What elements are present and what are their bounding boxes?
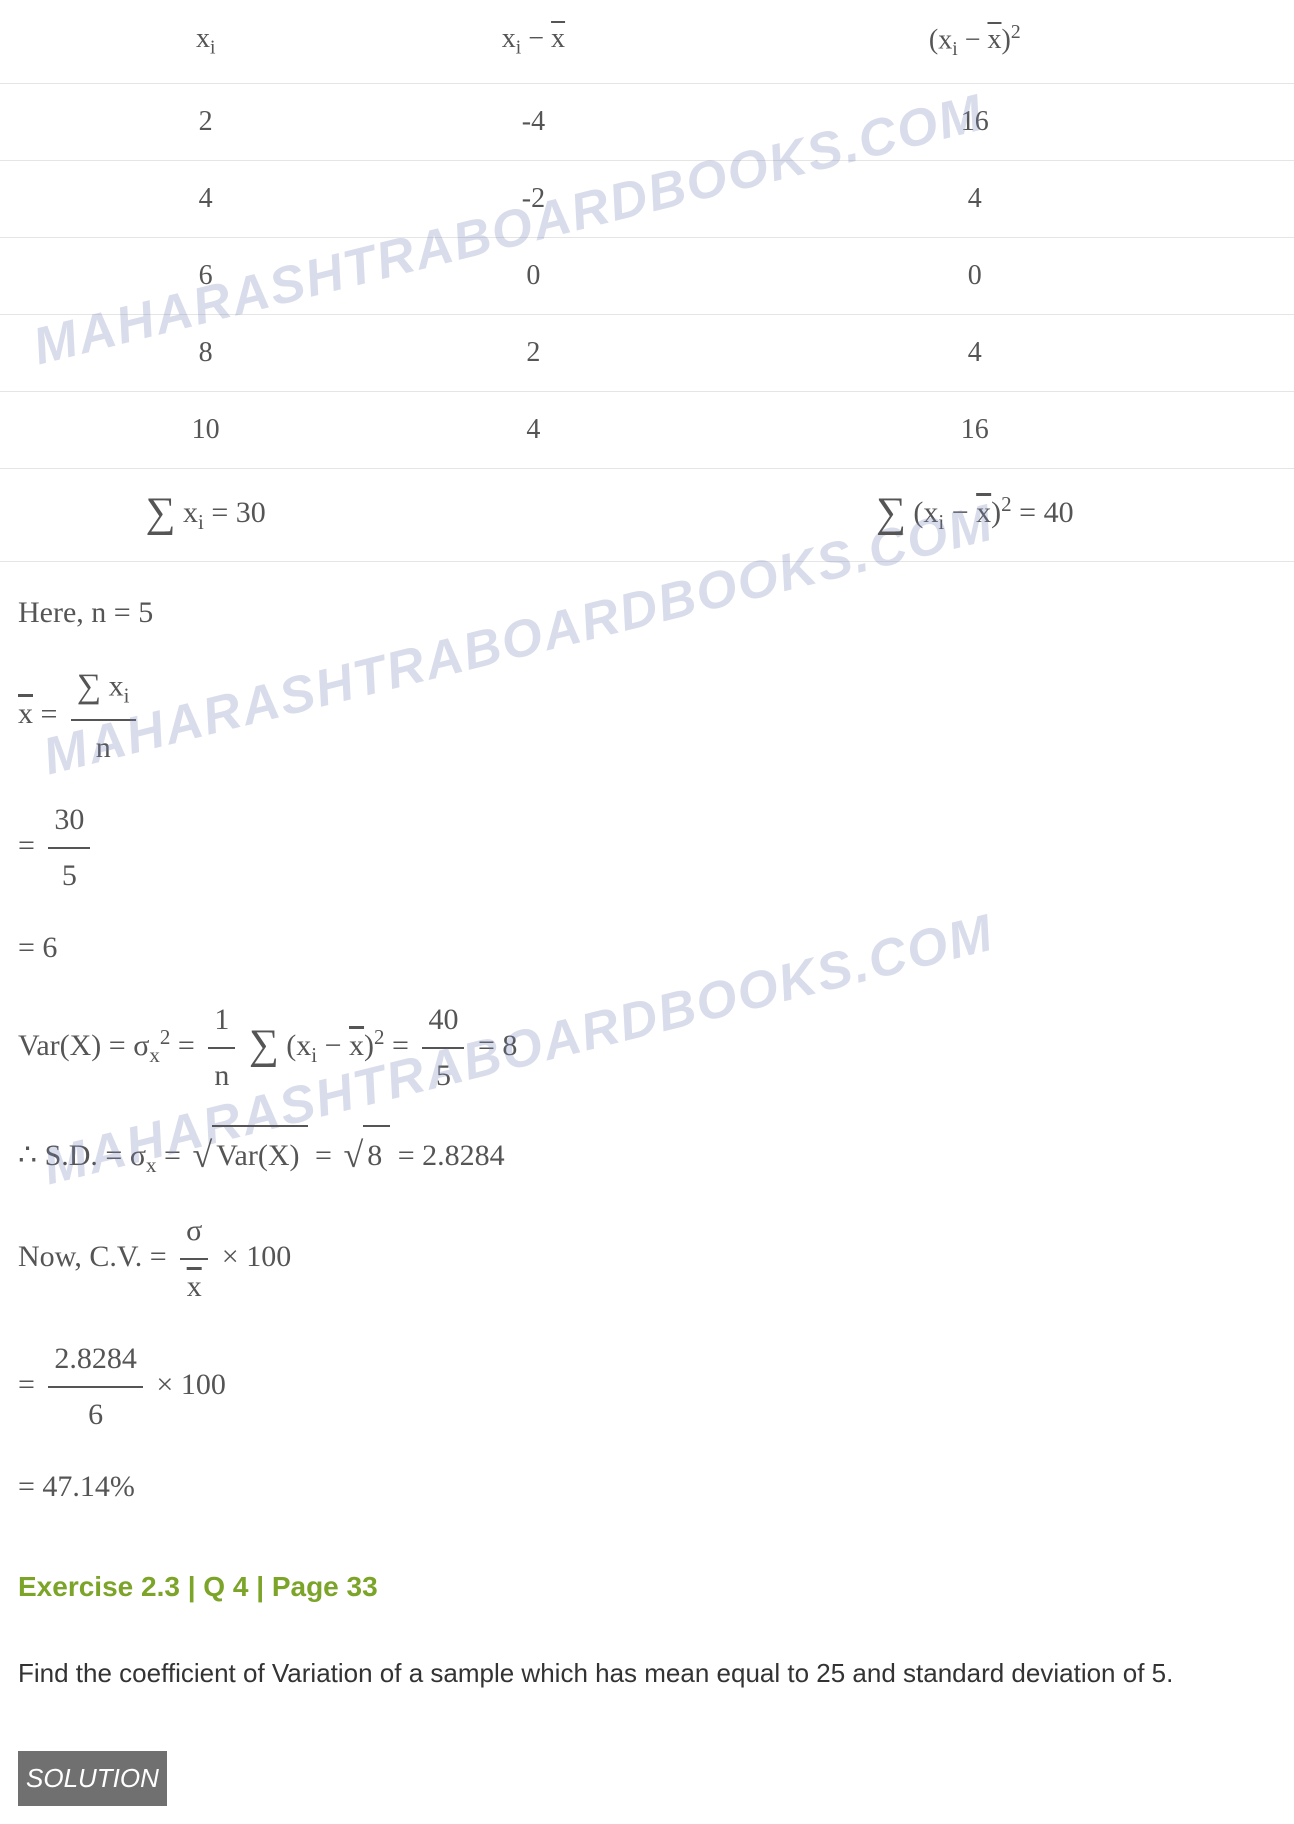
cell-sq: 16 — [656, 83, 1294, 160]
line-mean-result: = 6 — [18, 921, 1276, 975]
line-cv-result: = 47.14% — [18, 1460, 1276, 1514]
col-header-sq-deviation: (xi − x)2 — [656, 0, 1294, 83]
sum-xi: ∑ xi = 30 — [0, 468, 411, 561]
cell-sq: 4 — [656, 314, 1294, 391]
table-row: 6 0 0 — [0, 237, 1294, 314]
line-mean-substitution: = 305 — [18, 793, 1276, 903]
table-row: 10 4 16 — [0, 391, 1294, 468]
cell-xi: 2 — [0, 83, 411, 160]
cell-xi: 6 — [0, 237, 411, 314]
question-text: Find the coefficient of Variation of a s… — [18, 1644, 1276, 1693]
cell-dev: 4 — [411, 391, 655, 468]
sum-sq-dev: ∑ (xi − x)2 = 40 — [656, 468, 1294, 561]
cell-dev: -2 — [411, 160, 655, 237]
cell-xi: 8 — [0, 314, 411, 391]
line-cv-substitution: = 2.82846 × 100 — [18, 1332, 1276, 1442]
cell-sq: 0 — [656, 237, 1294, 314]
solution-body: Here, n = 5 x = ∑ xin = 305 = 6 Var(X) =… — [0, 562, 1294, 1824]
line-n-value: Here, n = 5 — [18, 586, 1276, 640]
table-header-row: xi xi − x (xi − x)2 — [0, 0, 1294, 83]
line-variance: Var(X) = σx2 = 1n ∑ (xi − x)2 = 405 = 8 — [18, 993, 1276, 1103]
table-sum-row: ∑ xi = 30 ∑ (xi − x)2 = 40 — [0, 468, 1294, 561]
solution-label: SOLUTION — [18, 1751, 167, 1806]
col-header-xi: xi — [0, 0, 411, 83]
line-sd: ∴ S.D. = σx = Var(X) = 8 = 2.8284 — [18, 1121, 1276, 1186]
table-row: 8 2 4 — [0, 314, 1294, 391]
deviation-table: xi xi − x (xi − x)2 2 -4 16 4 -2 4 6 0 0… — [0, 0, 1294, 562]
cell-dev: -4 — [411, 83, 655, 160]
cell-xi: 10 — [0, 391, 411, 468]
cell-dev: 0 — [411, 237, 655, 314]
table-row: 4 -2 4 — [0, 160, 1294, 237]
line-mean-formula: x = ∑ xin — [18, 658, 1276, 775]
cell-dev: 2 — [411, 314, 655, 391]
cell-sq: 4 — [656, 160, 1294, 237]
col-header-deviation: xi − x — [411, 0, 655, 83]
exercise-header: Exercise 2.3 | Q 4 | Page 33 — [18, 1532, 1276, 1626]
sum-dev-empty — [411, 468, 655, 561]
table-row: 2 -4 16 — [0, 83, 1294, 160]
line-cv-formula: Now, C.V. = σx × 100 — [18, 1204, 1276, 1314]
cell-sq: 16 — [656, 391, 1294, 468]
cell-xi: 4 — [0, 160, 411, 237]
